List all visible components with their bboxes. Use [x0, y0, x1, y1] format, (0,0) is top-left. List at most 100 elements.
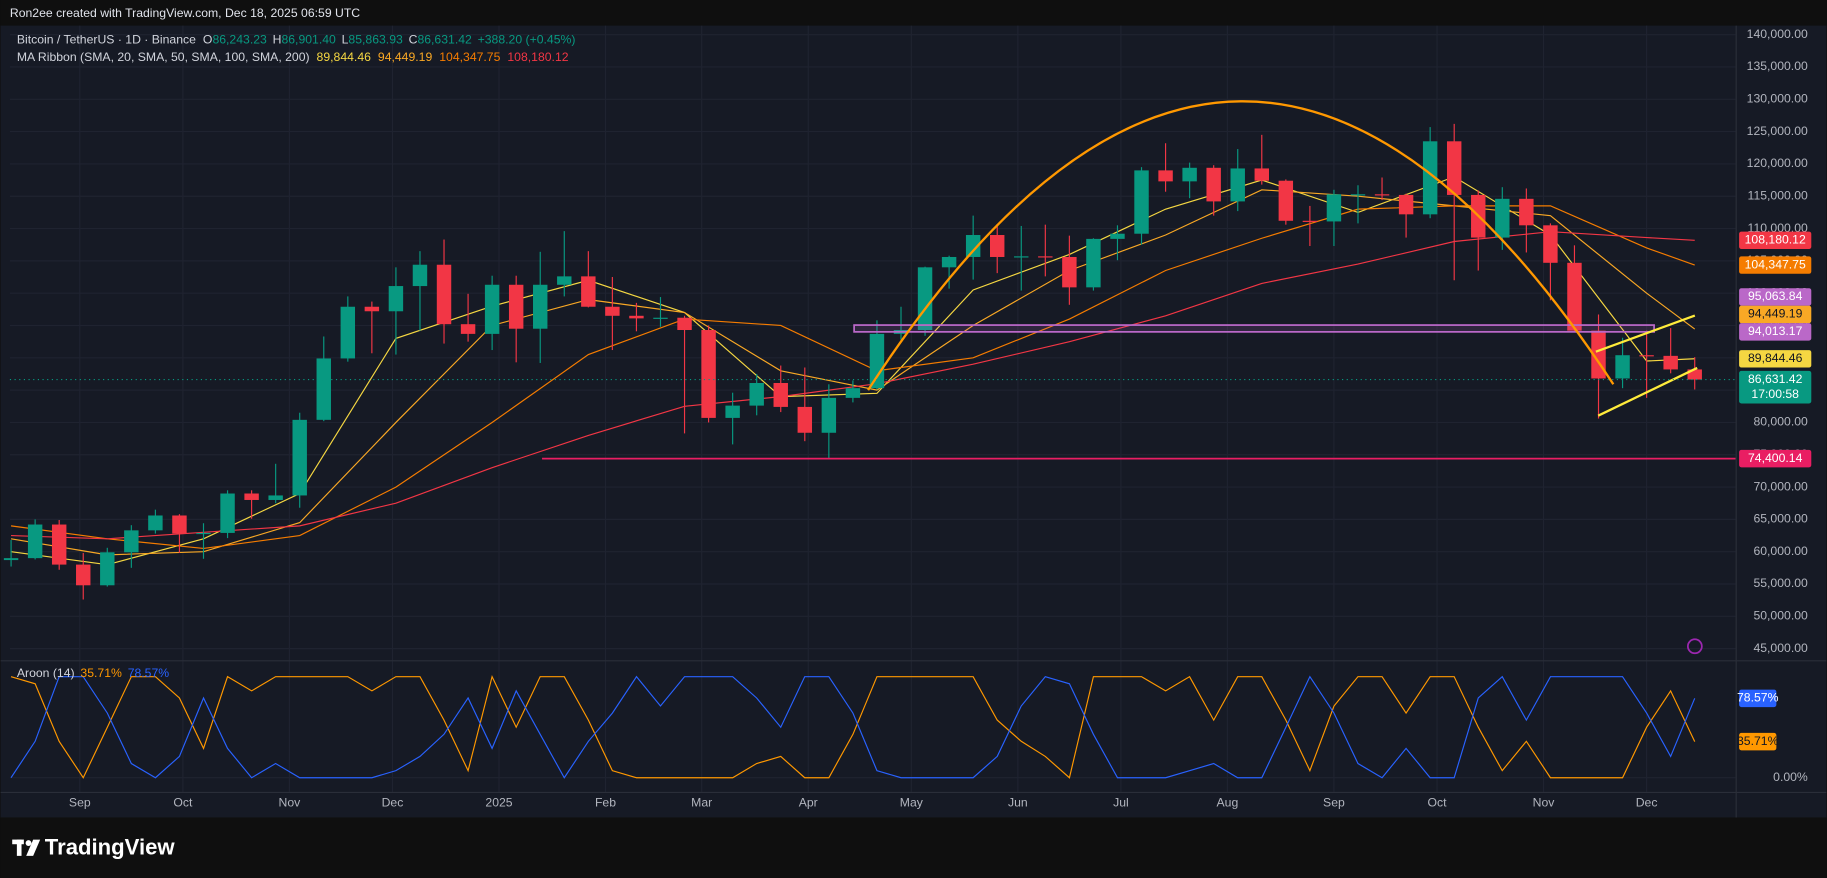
candle-body [76, 564, 91, 586]
legend-line: MA Ribbon (SMA, 20, SMA, 50, SMA, 100, S… [17, 50, 569, 64]
x-tick-label: Jun [1008, 796, 1028, 810]
y-tick-label: 0.00% [1773, 770, 1808, 784]
arc-drawing [867, 100, 1615, 391]
y-tick-label: 60,000.00 [1753, 544, 1808, 558]
x-tick-label: Dec [1636, 796, 1658, 810]
price-label-bg [1739, 288, 1812, 306]
brand: TradingView [45, 835, 176, 860]
candle-body [1374, 194, 1390, 196]
candle-body [845, 388, 861, 398]
ohlc-key: O [203, 33, 213, 47]
ohlc-value: 85,863.93 [348, 33, 403, 47]
candle-body [100, 552, 115, 586]
candle-body [1038, 256, 1053, 258]
candle-body [701, 330, 716, 418]
y-tick-label: 130,000.00 [1747, 92, 1808, 106]
logo-part [26, 839, 41, 856]
candle-body [677, 317, 692, 331]
candle-body [1495, 198, 1510, 238]
candle-body [412, 264, 428, 287]
price-label: 108,180.12 [1745, 233, 1806, 247]
candle-body [268, 495, 283, 500]
candle-body [1110, 233, 1125, 239]
price-label-bg [1739, 231, 1812, 250]
y-tick-label: 115,000.00 [1748, 188, 1808, 202]
indicator-name: Aroon (14) [17, 666, 75, 680]
candle-body [244, 493, 259, 500]
x-tick-label: Oct [173, 796, 193, 810]
candle-body [797, 406, 813, 433]
candle-body [533, 284, 548, 329]
candle-body [629, 315, 644, 319]
candle-body [1206, 167, 1221, 202]
overlays [9, 100, 1736, 460]
price-label: 94,449.19 [1748, 307, 1803, 321]
y-tick-label: 135,000.00 [1747, 59, 1808, 73]
candle-body [124, 530, 139, 553]
channel-line [1597, 366, 1698, 417]
y-tick-label: 120,000.00 [1747, 156, 1808, 170]
candle-body [941, 256, 957, 268]
candle-body [1446, 141, 1462, 195]
candle-body [172, 515, 187, 534]
price-label-bg [1739, 689, 1777, 708]
brand-logo [12, 839, 41, 856]
price-label: 89,844.46 [1748, 351, 1803, 365]
countdown: 17:00:58 [1751, 387, 1799, 401]
alert-icon[interactable] [1686, 638, 1703, 655]
candle-body [364, 306, 380, 312]
price-label-bg [1739, 305, 1812, 324]
candle-body [1326, 194, 1342, 222]
ohlc-value: 86,631.42 [417, 33, 472, 47]
candle-body [1086, 238, 1101, 288]
x-tick-label: Sep [1323, 796, 1345, 810]
price-label-bg [1739, 370, 1812, 404]
candle-body [1350, 194, 1366, 196]
price-label: 86,631.42 [1748, 372, 1803, 386]
series-line [10, 674, 1696, 779]
candle-body [1663, 355, 1678, 370]
x-tick-label: Dec [382, 796, 404, 810]
candle-body [508, 284, 524, 329]
candle-body [3, 558, 19, 561]
candle-body [749, 383, 764, 406]
candle-body [340, 306, 356, 359]
candle-body [725, 405, 740, 418]
x-tick-label: Nov [1533, 796, 1556, 810]
candle-body [773, 383, 788, 407]
candle-body [1543, 225, 1558, 263]
candle-body [1158, 170, 1173, 182]
candle-body [292, 419, 307, 496]
candle-body [196, 532, 211, 535]
x-tick-label: Mar [691, 796, 712, 810]
candle-body [1062, 256, 1077, 288]
y-tick-label: 65,000.00 [1753, 512, 1808, 526]
candle-body [1278, 180, 1294, 221]
symbol: Bitcoin / TetherUS · 1D · Binance [17, 33, 196, 47]
price-label: 104,347.75 [1745, 257, 1806, 271]
indicator-name: MA Ribbon (SMA, 20, SMA, 50, SMA, 100, S… [17, 50, 310, 64]
ohlc-key: L [342, 33, 349, 47]
ohlc-key: H [273, 33, 282, 47]
candle-body [460, 324, 476, 334]
price-label-bg [1739, 256, 1812, 274]
indicator-value: 94,449.19 [378, 50, 433, 64]
x-tick-label: Apr [799, 796, 818, 810]
candle-body [1687, 369, 1702, 380]
candle-body [1134, 170, 1149, 234]
x-tick-label: 2025 [485, 796, 512, 810]
y-tick-label: 140,000.00 [1747, 27, 1808, 41]
candle-body [557, 276, 572, 285]
price-label-bg [1739, 350, 1812, 368]
candle-body [581, 276, 596, 307]
candle-body [316, 358, 331, 420]
x-tick-label: Oct [1428, 796, 1448, 810]
change: +388.20 (+0.45%) [478, 33, 576, 47]
logo-part [25, 840, 32, 846]
x-tick-label: Jul [1113, 796, 1129, 810]
x-tick-label: Sep [69, 796, 91, 810]
x-tick-label: May [900, 796, 924, 810]
plot [3, 123, 1702, 779]
